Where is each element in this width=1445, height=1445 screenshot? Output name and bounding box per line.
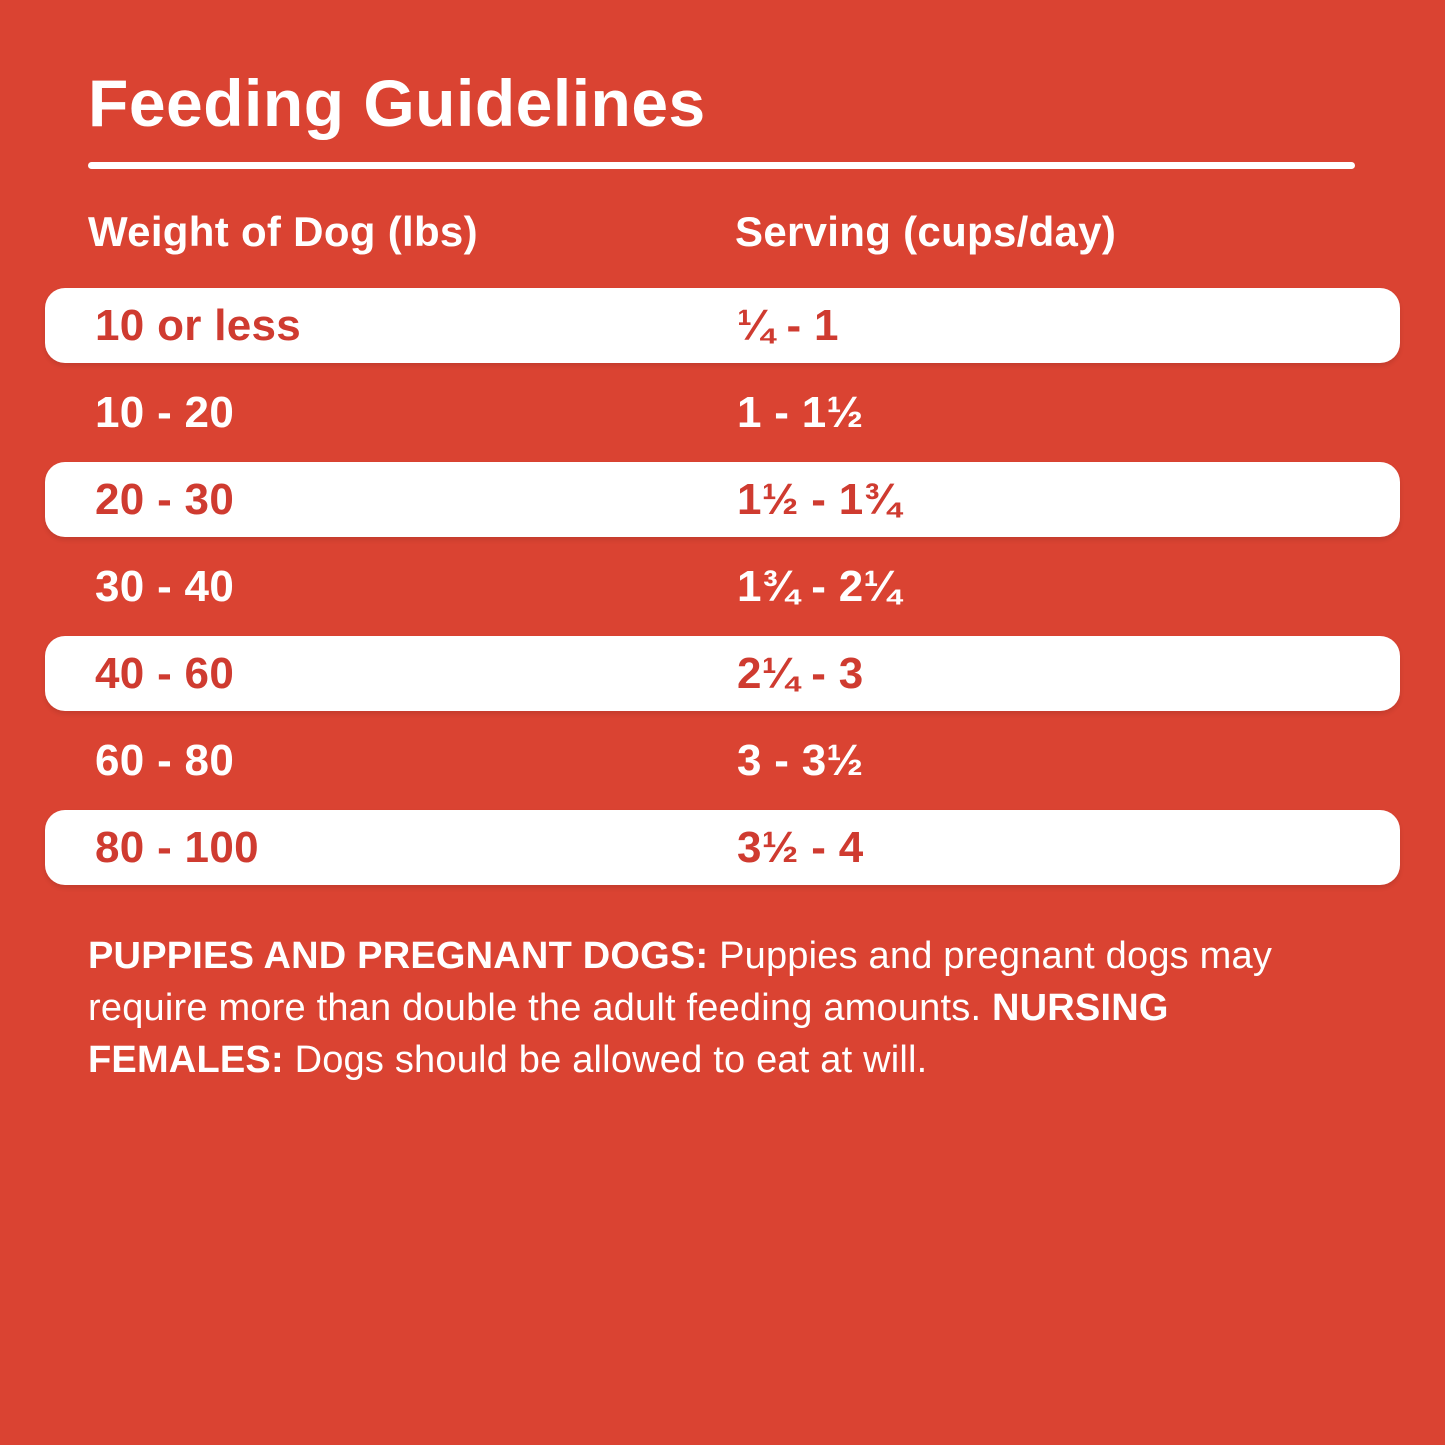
serving-cell: 3½ - 4	[737, 822, 864, 872]
column-header-serving: Serving (cups/day)	[735, 208, 1117, 255]
footnote-text: Dogs should be allowed to eat at will.	[283, 1039, 928, 1081]
page-title: Feeding Guidelines	[88, 66, 706, 140]
table-header-row: Weight of Dog (lbs) Serving (cups/day)	[45, 211, 1400, 253]
feeding-table: 10 or less ¼ - 1 10 - 20 1 - 1½ 20 - 30 …	[45, 288, 1400, 885]
weight-cell: 20 - 30	[95, 474, 235, 524]
weight-cell: 40 - 60	[95, 648, 235, 698]
weight-cell: 60 - 80	[95, 735, 235, 785]
weight-cell: 30 - 40	[95, 561, 235, 611]
title-divider	[88, 162, 1355, 169]
table-row: 60 - 80 3 - 3½	[45, 723, 1400, 798]
weight-cell: 10 or less	[95, 300, 302, 350]
weight-cell: 80 - 100	[95, 822, 259, 872]
table-row: 20 - 30 1½ - 1¾	[45, 462, 1400, 537]
table-row: 80 - 100 3½ - 4	[45, 810, 1400, 885]
serving-cell: 1½ - 1¾	[737, 474, 901, 524]
serving-cell: 3 - 3½	[737, 735, 864, 785]
table-row: 10 or less ¼ - 1	[45, 288, 1400, 363]
footnote: PUPPIES AND PREGNANT DOGS: Puppies and p…	[88, 930, 1360, 1086]
table-row: 10 - 20 1 - 1½	[45, 375, 1400, 450]
weight-cell: 10 - 20	[95, 387, 235, 437]
table-row: 30 - 40 1¾ - 2¼	[45, 549, 1400, 624]
serving-cell: ¼ - 1	[737, 300, 839, 350]
serving-cell: 1 - 1½	[737, 387, 864, 437]
footnote-bold-text: NURSING FEMALES:	[88, 987, 1169, 1081]
serving-cell: 1¾ - 2¼	[737, 561, 901, 611]
table-row: 40 - 60 2¼ - 3	[45, 636, 1400, 711]
footnote-bold-text: PUPPIES AND PREGNANT DOGS:	[88, 935, 709, 977]
column-header-weight: Weight of Dog (lbs)	[88, 208, 478, 255]
serving-cell: 2¼ - 3	[737, 648, 864, 698]
footnote-text: Puppies and pregnant dogs may require mo…	[88, 935, 1273, 1029]
